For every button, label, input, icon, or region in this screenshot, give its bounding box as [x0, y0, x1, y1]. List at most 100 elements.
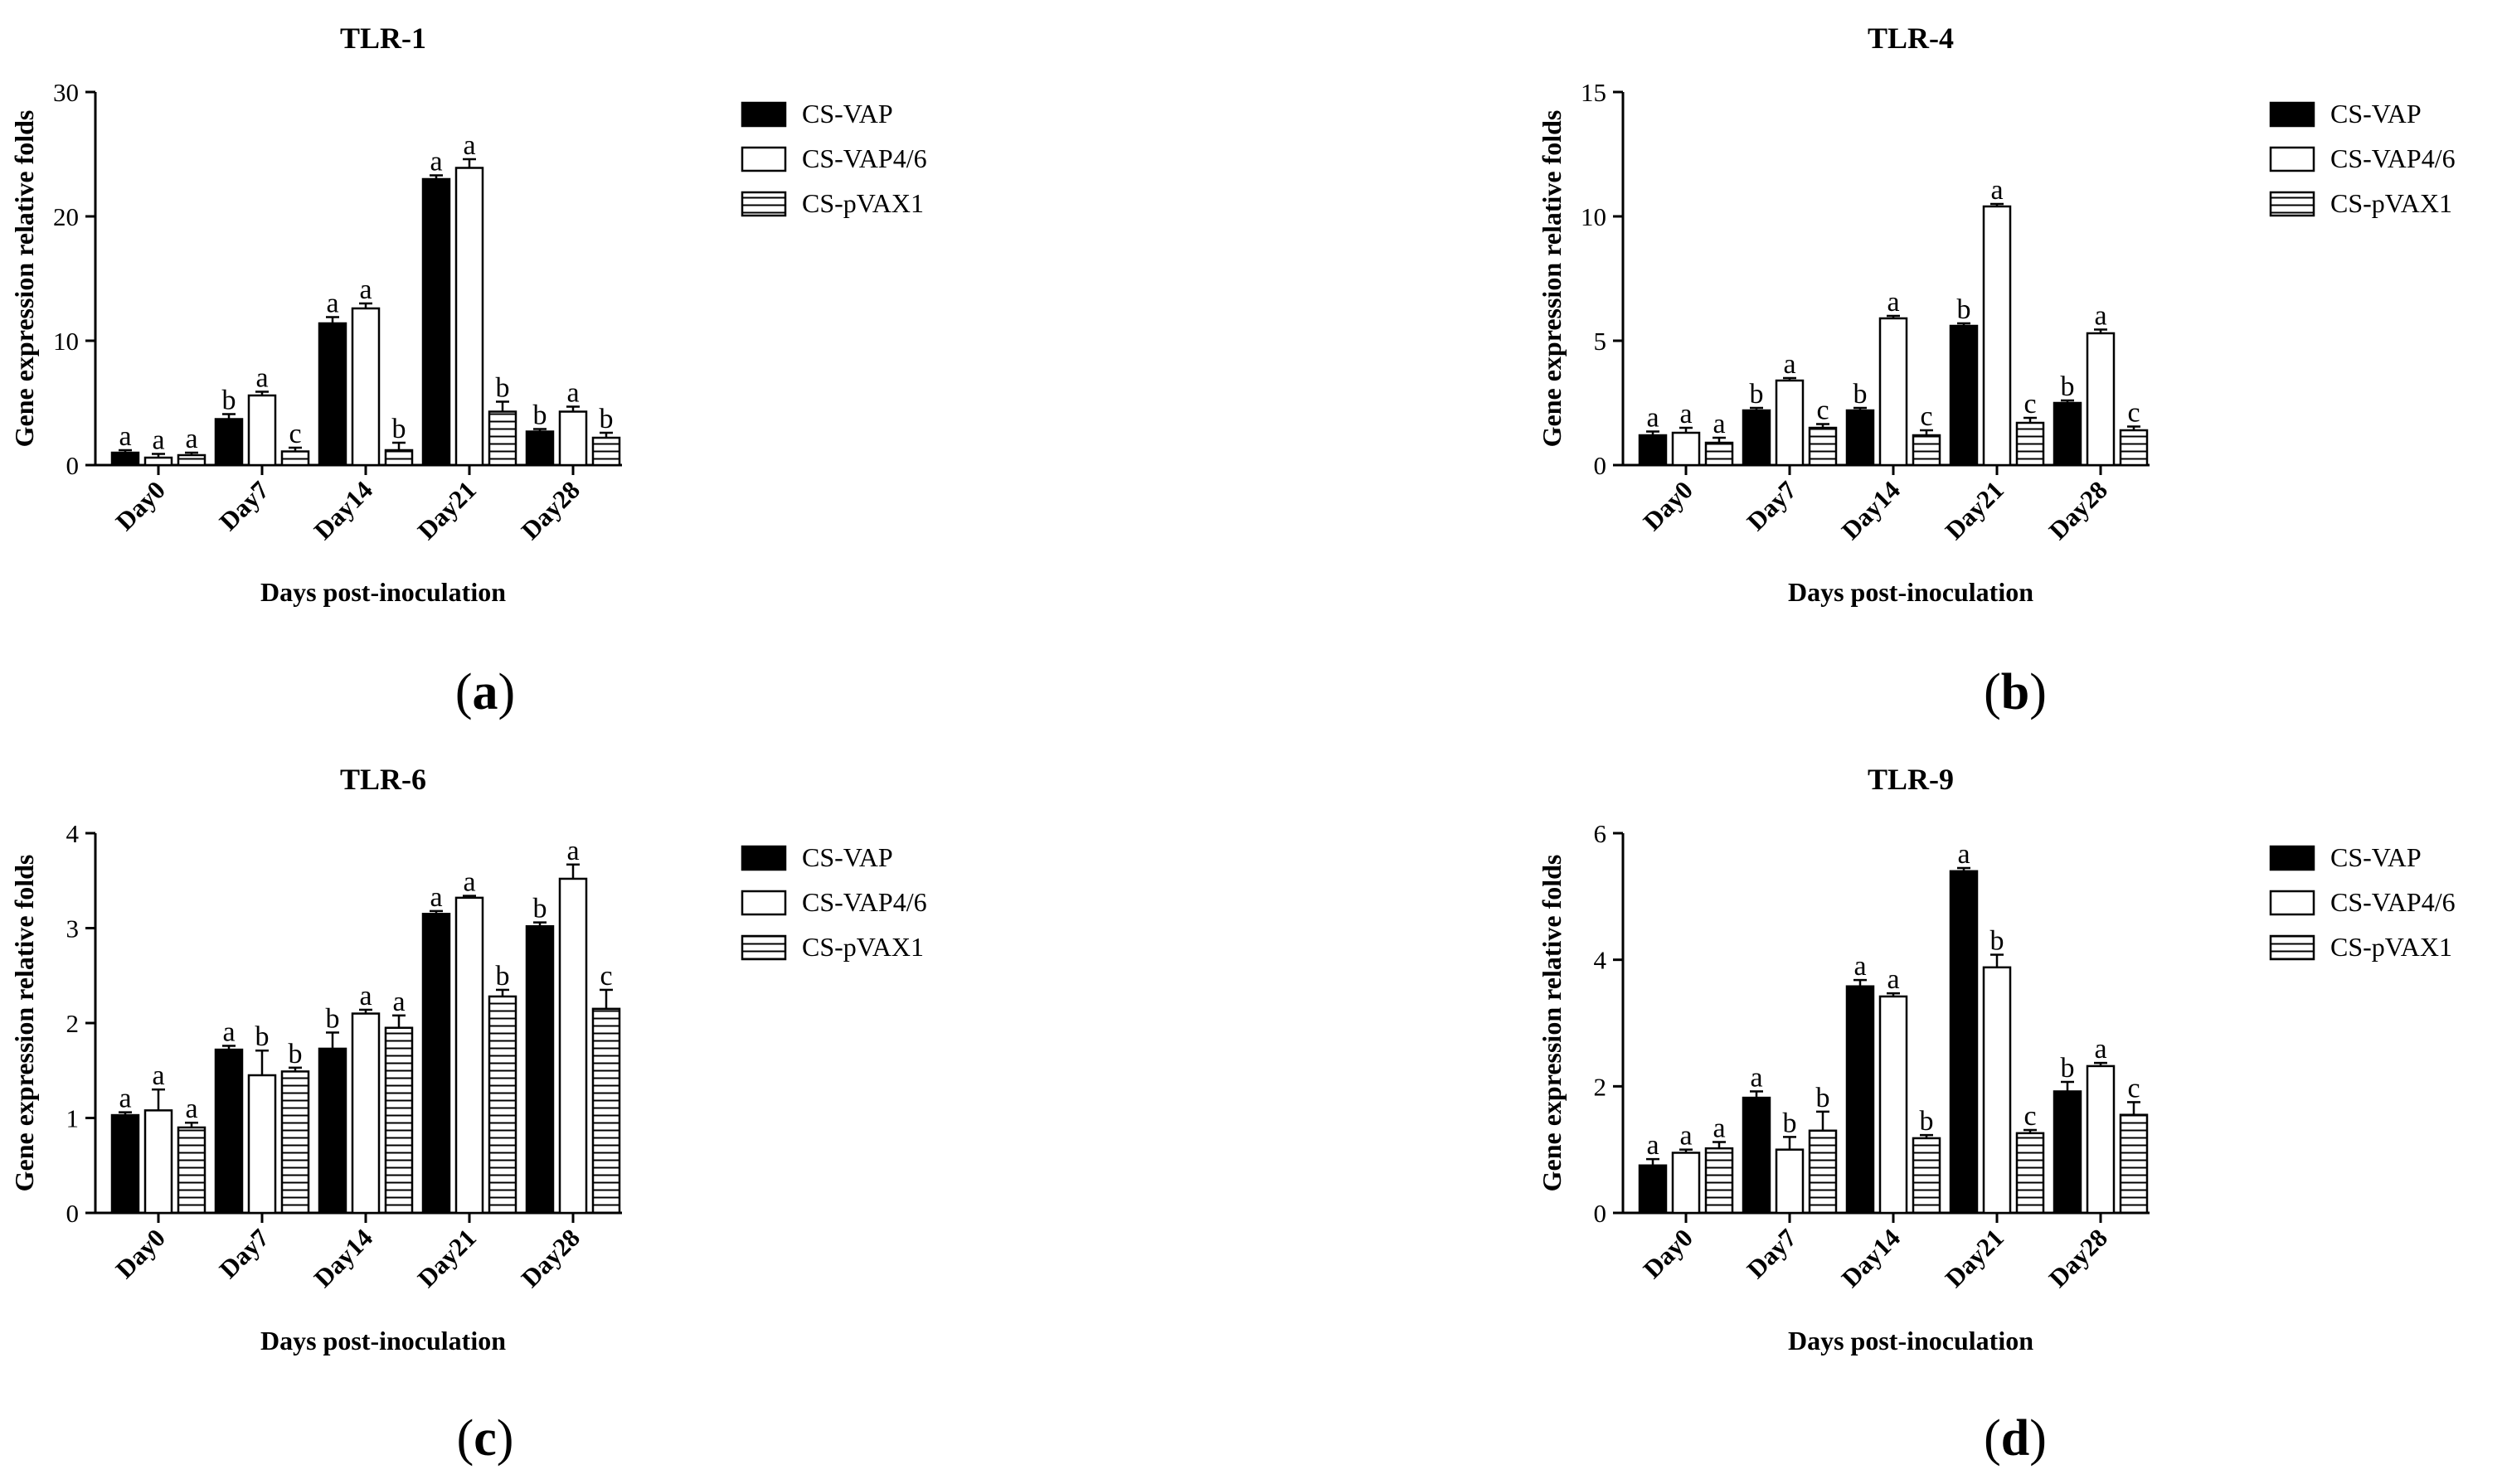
x-tick-label: Day7: [213, 1223, 274, 1283]
bar-cs-vap-day0: [110, 451, 140, 467]
panel-label: (a): [455, 664, 515, 720]
significance-letter: a: [1646, 403, 1659, 434]
bar-cs-pvax1-day0: [1704, 1147, 1734, 1215]
significance-letter: b: [1990, 926, 2004, 957]
y-axis-label: Gene expression relative folds: [1537, 855, 1567, 1192]
x-axis-label: Days post-inoculation: [1788, 577, 2033, 607]
significance-letter: b: [1783, 1108, 1797, 1138]
significance-letter: b: [255, 1021, 270, 1052]
bar-cs-vap4-6-day28: [2086, 1065, 2116, 1215]
bar-cs-vap-day7: [214, 418, 244, 467]
bar-cs-vap4-6-day21: [1982, 205, 2012, 467]
bar-cs-vap-day14: [318, 1047, 347, 1215]
significance-letter: a: [392, 987, 405, 1017]
bar-cs-vap4-6-day14: [1878, 995, 1908, 1215]
legend-label: CS-VAP4/6: [802, 887, 927, 917]
bar-cs-vap4-6-day14: [1878, 317, 1908, 467]
bar-cs-vap-day21: [421, 913, 451, 1215]
x-tick-label: Day28: [2043, 475, 2113, 545]
x-tick-label: Day0: [109, 1223, 170, 1283]
chart-panel-c: TLR-6 0 1 2 3 4 Gene expression relative folds…: [9, 763, 927, 1467]
bar-cs-vap4-6-day21: [1982, 966, 2012, 1215]
bar-cs-vap-day0: [1638, 434, 1668, 467]
bar-cs-vap4-6-day0: [143, 456, 173, 467]
y-tick-label: 3: [66, 914, 80, 943]
legend-swatch: [741, 934, 787, 961]
bar-cs-vap-day21: [1949, 324, 1979, 467]
y-tick-label: 1: [66, 1104, 80, 1133]
significance-letter: a: [566, 836, 579, 866]
significance-letter: b: [222, 386, 236, 416]
legend: CS-VAP CS-VAP4/6 CS-pVAX1: [741, 99, 927, 218]
y-tick-label: 0: [1594, 451, 1607, 480]
significance-letter: a: [326, 289, 338, 319]
legend-label: CS-pVAX1: [2330, 932, 2452, 962]
bar-cs-pvax1-day14: [384, 1026, 414, 1215]
x-tick-label: Day7: [1741, 1223, 1801, 1283]
significance-letter: b: [2061, 371, 2075, 402]
bar-cs-vap4-6-day28: [558, 877, 588, 1215]
significance-letter: c: [289, 419, 301, 449]
bar-cs-vap4-6-day7: [247, 1074, 277, 1215]
chart-title: TLR-6: [340, 763, 426, 796]
x-tick-label: Day28: [2043, 1223, 2113, 1292]
significance-letter: a: [566, 378, 579, 409]
significance-letter: a: [1887, 964, 1899, 995]
significance-letter: c: [2023, 389, 2036, 419]
bar-cs-vap-day14: [1845, 409, 1875, 467]
x-tick-label: Day28: [516, 475, 585, 545]
bar-cs-pvax1-day7: [280, 1070, 310, 1215]
significance-letter: b: [600, 404, 614, 434]
x-axis-label: Days post-inoculation: [260, 577, 506, 607]
y-axis-label: Gene expression relative folds: [9, 855, 39, 1192]
y-tick-label: 2: [1594, 1072, 1607, 1101]
bar-cs-vap-day7: [1742, 1096, 1771, 1215]
bar-cs-vap4-6-day7: [247, 394, 277, 467]
y-tick-label: 6: [1594, 819, 1607, 848]
significance-letter: b: [496, 373, 510, 404]
legend-label: CS-pVAX1: [2330, 188, 2452, 218]
bar-cs-pvax1-day14: [1912, 434, 1941, 467]
legend-swatch: [741, 146, 787, 172]
x-tick-label: Day14: [308, 1223, 378, 1292]
bar-cs-vap-day28: [2053, 1090, 2082, 1215]
significance-letter: a: [463, 130, 475, 161]
y-tick-label: 20: [53, 202, 79, 231]
bar-cs-vap-day28: [525, 430, 555, 467]
bar-cs-vap4-6-day28: [2086, 332, 2116, 467]
significance-letter: b: [289, 1039, 303, 1069]
significance-letter: a: [2094, 1034, 2106, 1065]
bar-cs-vap-day21: [1949, 870, 1979, 1215]
legend-label: CS-VAP4/6: [2330, 887, 2456, 917]
bar-cs-vap4-6-day0: [1671, 431, 1701, 467]
x-tick-label: Day14: [308, 475, 378, 545]
bar-cs-vap4-6-day0: [1671, 1152, 1701, 1215]
legend-swatch: [2269, 890, 2315, 916]
bar-cs-vap4-6-day21: [454, 167, 484, 467]
bar-cs-vap-day0: [110, 1113, 140, 1215]
bar-cs-vap-day7: [1742, 409, 1771, 467]
significance-letter: b: [392, 414, 406, 444]
bar-cs-pvax1-day7: [280, 450, 310, 467]
bar-cs-pvax1-day7: [1808, 1129, 1838, 1215]
legend-swatch: [741, 890, 787, 916]
bar-cs-vap-day0: [1638, 1164, 1668, 1215]
significance-letter: a: [222, 1016, 235, 1047]
y-tick-label: 4: [1594, 946, 1607, 975]
bar-cs-vap4-6-day21: [454, 896, 484, 1215]
bar-cs-vap4-6-day28: [558, 410, 588, 467]
legend-swatch: [741, 191, 787, 217]
y-axis-label: Gene expression relative folds: [1537, 110, 1567, 448]
chart-panel-d: TLR-9 0 2 4 6 Gene expression relative folds D…: [1537, 763, 2456, 1467]
significance-letter: b: [1957, 294, 1971, 325]
significance-letter: a: [1957, 839, 1970, 870]
significance-letter: b: [2061, 1053, 2075, 1084]
significance-letter: a: [1646, 1130, 1659, 1161]
bar-cs-vap-day21: [421, 177, 451, 467]
significance-letter: a: [1679, 1121, 1692, 1152]
bar-cs-vap-day28: [2053, 401, 2082, 467]
legend-swatch: [2269, 146, 2315, 172]
bar-cs-vap-day14: [1845, 985, 1875, 1215]
bar-cs-pvax1-day21: [488, 995, 517, 1215]
significance-letter: a: [463, 867, 475, 898]
